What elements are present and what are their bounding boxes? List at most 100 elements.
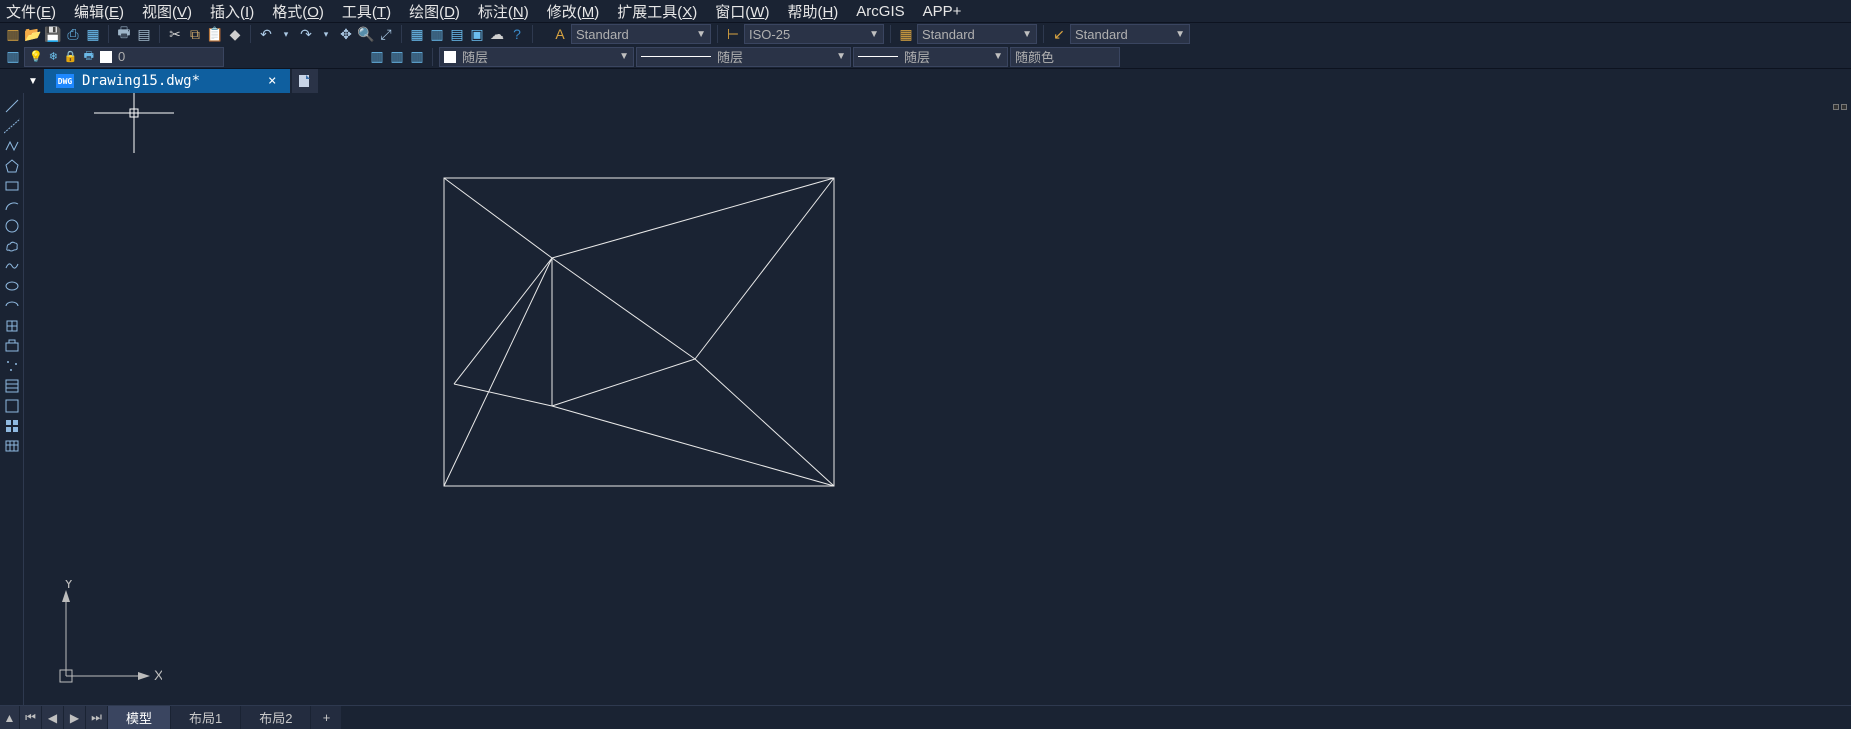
revcloud-icon[interactable] — [2, 237, 22, 255]
menu-item[interactable]: 绘图(D) — [409, 1, 460, 22]
saveall-icon[interactable]: ▦ — [84, 25, 102, 43]
zoom-icon[interactable]: 🔍 — [357, 25, 375, 43]
layout-prev-button[interactable]: ◀ — [42, 706, 64, 729]
save-icon[interactable]: 💾 — [44, 25, 62, 43]
layout-next-button[interactable]: ▶ — [64, 706, 86, 729]
new-tab-button[interactable] — [292, 69, 318, 93]
mleader-style-dropdown[interactable]: Standard ▼ — [1070, 24, 1190, 44]
menu-item[interactable]: 扩展工具(X) — [617, 1, 697, 22]
menu-bar: 文件(E) 编辑(E) 视图(V) 插入(I) 格式(O) 工具(T) 绘图(D) 标注(N)… — [0, 0, 1851, 22]
drawing-canvas[interactable]: Y X — [24, 93, 1851, 705]
viewport-collapse-handle[interactable] — [1833, 103, 1849, 111]
layer-lock-icon: 🔒 — [64, 50, 78, 63]
arc-icon[interactable] — [2, 197, 22, 215]
saveas-icon[interactable]: ⎙ — [64, 25, 82, 43]
text-style-icon[interactable]: A — [551, 25, 569, 43]
new-icon[interactable]: ▥ — [4, 25, 22, 43]
redo-dd-icon[interactable]: ▾ — [317, 25, 335, 43]
text-style-dropdown[interactable]: Standard ▼ — [571, 24, 711, 44]
make-block-icon[interactable] — [2, 337, 22, 355]
undo-icon[interactable]: ↶ — [257, 25, 275, 43]
ellipse-arc-icon[interactable] — [2, 297, 22, 315]
document-tab[interactable]: DWG Drawing15.dwg* × — [44, 69, 290, 93]
cut-icon[interactable]: ✂ — [166, 25, 184, 43]
layer-prev-icon[interactable]: ▥ — [368, 48, 386, 66]
copy-icon[interactable]: ⧉ — [186, 25, 204, 43]
table-style-dropdown[interactable]: Standard ▼ — [917, 24, 1037, 44]
menu-item[interactable]: 标注(N) — [478, 1, 529, 22]
spline-icon[interactable] — [2, 257, 22, 275]
cloud-icon[interactable]: ☁ — [488, 25, 506, 43]
point-icon[interactable] — [2, 357, 22, 375]
menu-item[interactable]: 视图(V) — [142, 1, 192, 22]
layer-manager-icon[interactable]: ▥ — [4, 48, 22, 66]
menu-item[interactable]: 窗口(W) — [715, 1, 769, 22]
menu-item[interactable]: 格式(O) — [272, 1, 324, 22]
table-style-icon[interactable]: ▦ — [897, 25, 915, 43]
insert-block-icon[interactable] — [2, 317, 22, 335]
menu-item[interactable]: 插入(I) — [210, 1, 254, 22]
menu-item[interactable]: ArcGIS — [856, 3, 904, 20]
zoom-extents-icon[interactable]: ⤢ — [377, 25, 395, 43]
menu-item[interactable]: 编辑(E) — [74, 1, 124, 22]
drawing-svg — [24, 93, 1851, 705]
design-center-icon[interactable]: ▥ — [428, 25, 446, 43]
hatch-icon[interactable] — [2, 377, 22, 395]
help-icon[interactable]: ? — [508, 25, 526, 43]
mleader-style-icon[interactable]: ↙ — [1050, 25, 1068, 43]
layer-merge-icon[interactable]: ▥ — [388, 48, 406, 66]
dim-style-icon[interactable]: ⊢ — [724, 25, 742, 43]
construction-line-icon[interactable] — [2, 117, 22, 135]
plotstyle-dropdown[interactable]: 随颜色 — [1010, 47, 1120, 67]
ellipse-icon[interactable] — [2, 277, 22, 295]
undo-dd-icon[interactable]: ▾ — [277, 25, 295, 43]
layer-state-dropdown[interactable]: 💡 ❄ 🔒 🖶 0 — [24, 47, 224, 67]
circle-icon[interactable] — [2, 217, 22, 235]
layout-up-button[interactable]: ▲ — [0, 706, 20, 729]
layout-last-button[interactable]: ⏭ — [86, 706, 108, 729]
props-icon[interactable]: ▦ — [408, 25, 426, 43]
pan-icon[interactable]: ✥ — [337, 25, 355, 43]
ucs-icon: Y X — [52, 580, 162, 693]
print-icon[interactable]: 🖶 — [115, 25, 133, 43]
dim-style-dropdown[interactable]: ISO-25 ▼ — [744, 24, 884, 44]
linetype-dd-label: 随层 — [717, 47, 767, 66]
region-icon[interactable] — [2, 417, 22, 435]
open-icon[interactable]: 📂 — [24, 25, 42, 43]
close-tab-icon[interactable]: × — [266, 73, 278, 89]
text-style-label: Standard — [576, 27, 629, 42]
layer-color-swatch — [100, 51, 112, 63]
menu-item[interactable]: 文件(E) — [6, 1, 56, 22]
color-dropdown[interactable]: 随层 ▼ — [439, 47, 634, 67]
line-icon[interactable] — [2, 97, 22, 115]
doctab-list-button[interactable]: ▼ — [24, 69, 42, 93]
polygon-icon[interactable] — [2, 157, 22, 175]
redo-icon[interactable]: ↷ — [297, 25, 315, 43]
layer-restore-icon[interactable]: ▥ — [408, 48, 426, 66]
dim-style-label: ISO-25 — [749, 27, 799, 42]
rectangle-icon[interactable] — [2, 177, 22, 195]
add-layout-button[interactable]: + — [311, 706, 341, 729]
menu-item[interactable]: 帮助(H) — [787, 1, 838, 22]
menu-item[interactable]: 工具(T) — [342, 1, 391, 22]
color-swatch — [444, 51, 456, 63]
linetype-dropdown[interactable]: 随层 ▼ — [636, 47, 851, 67]
table-icon[interactable] — [2, 437, 22, 455]
polyline-icon[interactable] — [2, 137, 22, 155]
lineweight-dropdown[interactable]: 随层 ▼ — [853, 47, 1008, 67]
gradient-icon[interactable] — [2, 397, 22, 415]
menu-item[interactable]: 修改(M) — [547, 1, 600, 22]
match-props-icon[interactable]: ◆ — [226, 25, 244, 43]
print-preview-icon[interactable]: ▤ — [135, 25, 153, 43]
layer-plot-icon: 🖶 — [84, 47, 94, 66]
paste-icon[interactable]: 📋 — [206, 25, 224, 43]
layout-first-button[interactable]: ⏮ — [20, 706, 42, 729]
layout-tab[interactable]: 模型 — [108, 706, 171, 729]
toolbar-row-1: ▥ 📂 💾 ⎙ ▦ 🖶 ▤ ✂ ⧉ 📋 ◆ ↶ ▾ ↷ ▾ ✥ 🔍 ⤢ ▦ ▥ … — [0, 22, 1851, 45]
tool-palette-icon[interactable]: ▤ — [448, 25, 466, 43]
layout-tab[interactable]: 布局2 — [241, 706, 311, 729]
menu-item[interactable]: APP+ — [923, 3, 962, 20]
layout-tab[interactable]: 布局1 — [171, 706, 241, 729]
calculator-icon[interactable]: ▣ — [468, 25, 486, 43]
toolbar-row-2: ▥ 💡 ❄ 🔒 🖶 0 ▥ ▥ ▥ 随层 ▼ 随层 ▼ 随层 ▼ 随颜色 — [0, 45, 1851, 68]
